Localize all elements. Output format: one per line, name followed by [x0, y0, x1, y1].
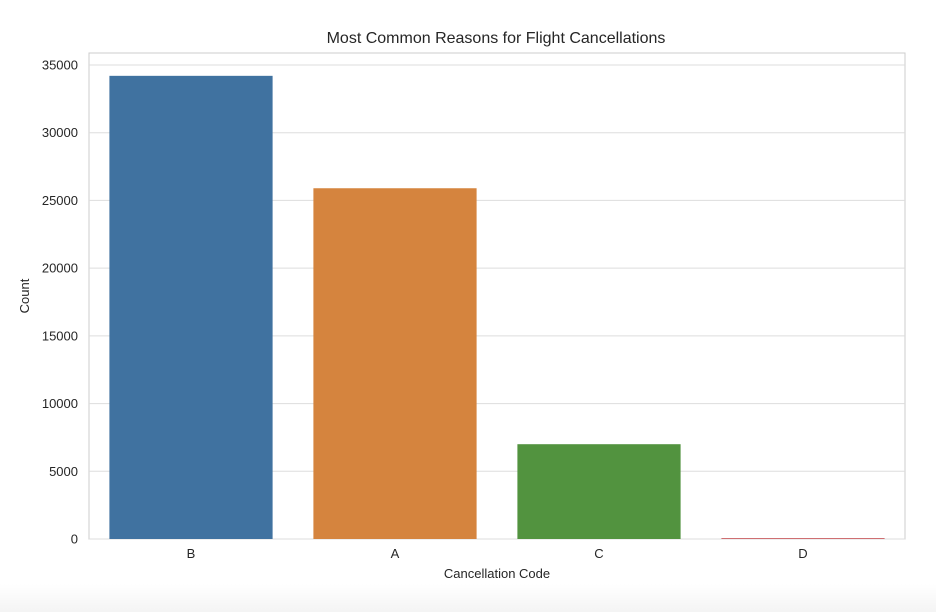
x-tick-label: B	[187, 546, 196, 561]
y-tick-label: 5000	[49, 464, 78, 479]
chart-title: Most Common Reasons for Flight Cancellat…	[327, 30, 666, 47]
x-tick-label: D	[798, 546, 807, 561]
x-axis-label: Cancellation Code	[444, 566, 550, 581]
y-axis-label: Count	[17, 278, 32, 313]
x-tick-label: C	[594, 546, 603, 561]
y-tick-label: 35000	[42, 58, 78, 73]
y-tick-label: 10000	[42, 396, 78, 411]
y-tick-label: 0	[71, 532, 78, 547]
y-tick-label: 30000	[42, 125, 78, 140]
bar-b	[109, 75, 273, 539]
bar-d	[721, 538, 885, 539]
y-tick-labels: 0 5000 10000 15000 20000 25000 30000 35000	[42, 58, 78, 547]
y-tick-label: 15000	[42, 328, 78, 343]
bar-c	[517, 444, 681, 539]
bars	[109, 75, 885, 540]
y-tick-label: 20000	[42, 261, 78, 276]
y-tick-label: 25000	[42, 193, 78, 208]
bar-a	[313, 188, 477, 540]
window-bottom-edge	[0, 584, 936, 612]
x-tick-label: A	[391, 546, 400, 561]
